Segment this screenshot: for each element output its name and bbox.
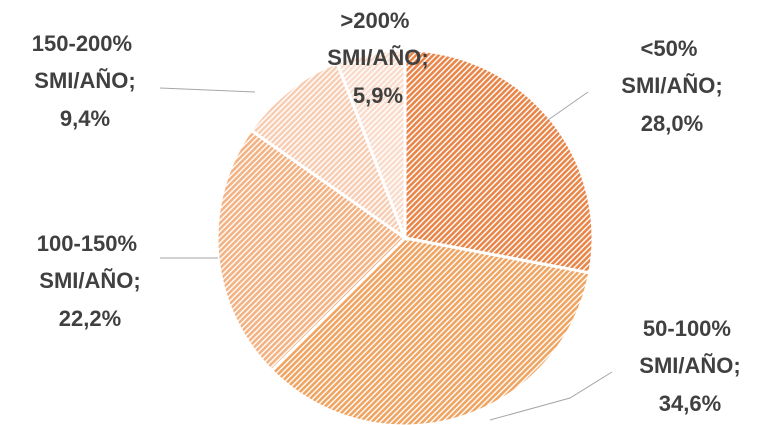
value-label: 9,4% [60,106,110,131]
category-label: 50-100% SMI/AÑO; [639,316,740,378]
value-label: 34,6% [659,391,721,416]
pie-slice [335,48,407,239]
pie [215,48,595,425]
pie-slice [269,236,592,425]
category-label: <50% SMI/AÑO; [621,36,722,98]
value-label: 5,9% [353,83,403,108]
pie-slice [403,48,595,275]
pie-slice [215,128,408,373]
category-label: 100-150% SMI/AÑO; [37,231,143,293]
category-label: >200% SMI/AÑO; [327,8,428,70]
leader-line [159,87,256,93]
pie-slice [248,60,409,243]
leader-line [489,371,613,421]
value-label: 22,2% [59,306,121,331]
category-label: 150-200% SMI/AÑO; [32,31,138,93]
value-label: 28,0% [641,111,703,136]
leader-line [547,91,589,121]
